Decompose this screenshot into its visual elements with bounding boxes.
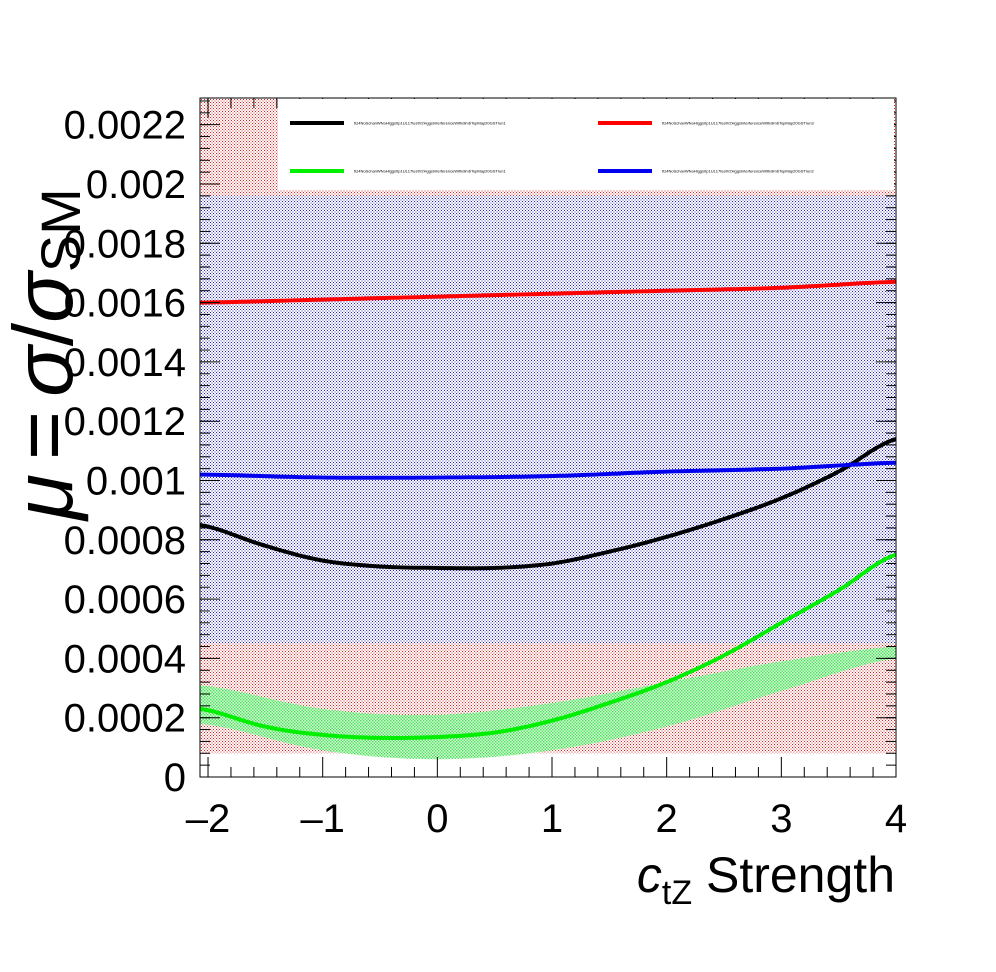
y-tick-label: 0.0016 [64, 282, 186, 326]
series-line-1 [200, 437, 896, 571]
x-axis-subscript: tZ [662, 874, 692, 912]
x-tick-label: –2 [186, 797, 231, 841]
x-tick-label: 4 [885, 797, 907, 841]
svg-text:μ=σ/σSM: μ=σ/σSM [0, 188, 92, 522]
legend-box [278, 99, 894, 190]
series-line-2 [200, 279, 896, 305]
y-tick-label: 0.0004 [64, 637, 186, 681]
x-tick-label: –1 [300, 797, 345, 841]
y-axis-sm: SM [29, 188, 92, 272]
y-tick-labels: 0 0.0002 0.0004 0.0006 0.0008 0.001 0.0012 0.00… [64, 104, 186, 800]
legend-label-4: ttz4NoSchanWNoHiggs0p1UL17testV2HggsInte… [662, 169, 814, 174]
x-tick-label: 1 [541, 797, 563, 841]
y-tick-label: 0.0018 [64, 222, 186, 266]
y-tick-label: 0.002 [86, 163, 186, 207]
x-axis-suffix: Strength [692, 847, 895, 903]
blue-band [200, 195, 896, 644]
y-axis-sigma: σ [0, 343, 90, 397]
svg-text:ctZ Strength: ctZ Strength [637, 847, 895, 912]
x-axis-title: ctZ Strength [637, 847, 895, 912]
series-lines [200, 279, 896, 740]
legend: ttz4NoSchanWNoHiggs0p1UL17testV2HggsInte… [278, 99, 894, 190]
y-tick-label: 0 [164, 756, 186, 800]
legend-label-3: ttz4NoSchanWNoHiggs0p1UL17testV2HggsInte… [354, 169, 506, 174]
x-axis-symbol: c [637, 847, 662, 903]
y-tick-label: 0.0022 [64, 104, 186, 148]
legend-label-1: ttz4NoSchanWNoHiggs0p1UL17testV2HggsInte… [354, 121, 506, 126]
y-axis-title: μ=σ/σSM [0, 188, 92, 522]
y-axis-eq: = [0, 411, 90, 460]
uncertainty-bands [200, 98, 896, 760]
y-tick-label: 0.0014 [64, 341, 186, 385]
x-tick-label: 0 [426, 797, 448, 841]
plot-frame [199, 97, 897, 778]
y-axis-mu: μ [0, 474, 90, 522]
y-axis-sigma-sm: σ [0, 269, 90, 323]
x-tick-label: 3 [770, 797, 792, 841]
y-tick-label: 0.0012 [64, 400, 186, 444]
y-tick-label: 0.0002 [64, 697, 186, 741]
y-axis-slash: / [0, 322, 90, 346]
y-tick-label: 0.001 [86, 459, 186, 503]
series-line-4 [200, 460, 896, 480]
y-tick-label: 0.0006 [64, 578, 186, 622]
x-tick-label: 2 [656, 797, 678, 841]
green-band [200, 646, 896, 760]
y-tick-label: 0.0008 [64, 519, 186, 563]
x-tick-labels: –2 –1 0 1 2 3 4 [186, 797, 907, 841]
legend-label-2: ttz4NoSchanWNoHiggs0p1UL17testV2HggsInte… [662, 121, 814, 126]
series-line-3 [200, 552, 896, 740]
